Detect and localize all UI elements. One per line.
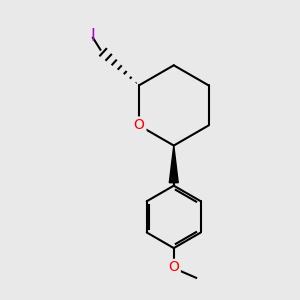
Text: O: O <box>134 118 145 133</box>
Text: O: O <box>168 260 179 274</box>
Polygon shape <box>169 146 178 183</box>
Text: I: I <box>91 27 95 45</box>
